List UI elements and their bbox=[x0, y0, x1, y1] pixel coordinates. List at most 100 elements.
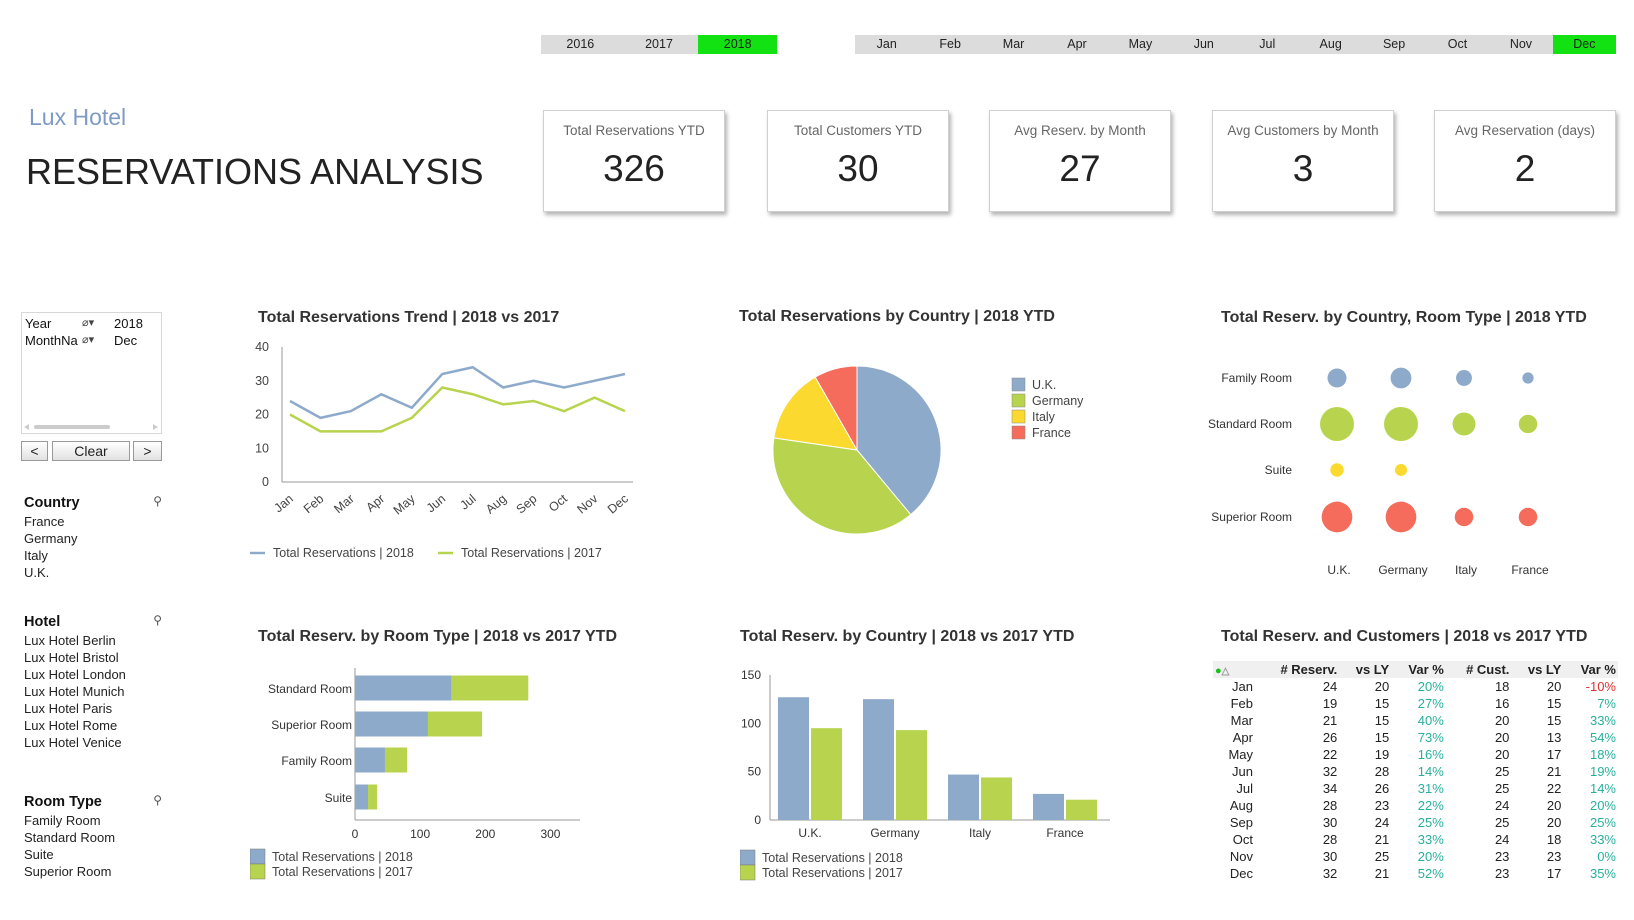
list-item[interactable]: Family Room bbox=[24, 813, 101, 828]
list-item[interactable]: Standard Room bbox=[24, 830, 116, 845]
table-cell: 27% bbox=[1417, 696, 1444, 711]
list-item[interactable]: Lux Hotel Paris bbox=[24, 701, 113, 716]
bubble-chart-country-room[interactable]: Family Room Standard Room Suite Superior Ro… bbox=[1200, 355, 1630, 585]
bar-segment bbox=[368, 784, 378, 810]
pie-chart-country[interactable]: U.K. Germany Italy France bbox=[770, 365, 1100, 555]
table-cell: 15 bbox=[1374, 713, 1390, 728]
bubble bbox=[1321, 501, 1353, 533]
bar-segment bbox=[355, 747, 385, 773]
list-item[interactable]: Lux Hotel Venice bbox=[24, 735, 122, 750]
y-tick-label: 30 bbox=[255, 374, 269, 388]
selection-value-year: 2018 bbox=[114, 316, 143, 331]
series-line-2017 bbox=[289, 386, 626, 433]
legend-label: Total Reservations | 2017 bbox=[272, 865, 413, 879]
bar-chart-country[interactable]: 0 50 100 150 U.K. Germany Italy France Total Res… bbox=[740, 660, 1120, 895]
y-tick-label: 40 bbox=[255, 340, 269, 354]
clear-field-icon[interactable]: ⌀▾ bbox=[82, 334, 95, 346]
year-filter[interactable]: 2016 2017 2018 bbox=[541, 35, 778, 54]
month-option-mar[interactable]: Mar bbox=[1002, 37, 1025, 51]
bar-chart-room-type[interactable]: Standard Room Superior Room Family Room Sui… bbox=[250, 660, 590, 895]
table-cell: 19 bbox=[1322, 696, 1338, 711]
y-category-label: Family Room bbox=[281, 754, 352, 768]
chart-title-roomtype: Total Reserv. by Room Type | 2018 vs 201… bbox=[258, 628, 617, 645]
table-cell: 25% bbox=[1417, 815, 1444, 830]
y-tick-label: 50 bbox=[748, 765, 762, 779]
month-option-jan[interactable]: Jan bbox=[876, 37, 897, 51]
kpi-label: Total Customers YTD bbox=[793, 123, 923, 138]
bubble bbox=[1390, 367, 1412, 389]
next-button[interactable]: > bbox=[133, 441, 162, 461]
month-option-aug[interactable]: Aug bbox=[1319, 37, 1342, 51]
list-item[interactable]: Lux Hotel London bbox=[24, 667, 126, 682]
list-item[interactable]: Lux Hotel Berlin bbox=[24, 633, 116, 648]
y-category-label: Standard Room bbox=[268, 682, 352, 696]
month-option-may[interactable]: May bbox=[1128, 37, 1153, 51]
year-option-2018[interactable]: 2018 bbox=[698, 35, 778, 54]
search-icon[interactable]: ⚲ bbox=[153, 613, 162, 627]
month-filter[interactable]: Jan Feb Mar Apr May Jun Jul Aug Sep Oct Nov Dec bbox=[855, 35, 1617, 54]
x-tick-label: Jan bbox=[271, 492, 295, 516]
column-header[interactable]: vs LY bbox=[1339, 661, 1392, 678]
column-header[interactable]: Var % bbox=[1391, 661, 1446, 678]
month-option-dec[interactable]: Dec bbox=[1552, 35, 1617, 54]
bar bbox=[896, 730, 927, 820]
search-icon[interactable]: ⚲ bbox=[153, 494, 162, 508]
prev-button[interactable]: < bbox=[21, 441, 48, 461]
column-header[interactable]: # Cust. bbox=[1445, 661, 1512, 678]
month-option-sep[interactable]: Sep bbox=[1382, 37, 1406, 51]
list-item[interactable]: Lux Hotel Munich bbox=[24, 684, 125, 699]
y-category-label: Suite bbox=[1265, 463, 1293, 477]
table-cell: 20 bbox=[1494, 713, 1510, 728]
table-cell: 7% bbox=[1597, 696, 1616, 711]
legend-label: U.K. bbox=[1032, 378, 1056, 392]
month-option-jun[interactable]: Jun bbox=[1193, 37, 1214, 51]
list-item[interactable]: U.K. bbox=[24, 565, 50, 580]
table-row: Mar 21 15 40% 20 15 33% bbox=[1213, 712, 1618, 729]
horizontal-scrollbar[interactable] bbox=[24, 424, 158, 430]
table-row: Feb 19 15 27% 16 15 7% bbox=[1213, 695, 1618, 712]
table-row: Oct 28 21 33% 24 18 33% bbox=[1213, 831, 1618, 848]
chart-title-trend: Total Reservations Trend | 2018 vs 2017 bbox=[258, 309, 560, 326]
line-chart-trend[interactable]: 0 10 20 30 40 Jan Feb Mar Apr May Jun Jul Aug Sep Oct N… bbox=[250, 340, 650, 580]
table-cell: 18 bbox=[1494, 679, 1510, 694]
x-category-label: U.K. bbox=[798, 826, 821, 840]
legend-swatch bbox=[740, 849, 756, 866]
legend-swatch bbox=[1011, 425, 1026, 440]
column-header[interactable]: vs LY bbox=[1511, 661, 1564, 678]
y-category-label: Standard Room bbox=[1208, 417, 1292, 431]
month-option-jul[interactable]: Jul bbox=[1259, 37, 1276, 51]
list-item[interactable]: Italy bbox=[24, 548, 48, 563]
list-item[interactable]: Lux Hotel Bristol bbox=[24, 650, 119, 665]
kpi-value: 2 bbox=[1514, 148, 1536, 189]
table-cell: 15 bbox=[1374, 696, 1390, 711]
column-header[interactable]: Var % bbox=[1563, 661, 1618, 678]
month-option-oct[interactable]: Oct bbox=[1447, 37, 1468, 51]
list-item[interactable]: Suite bbox=[24, 847, 54, 862]
clear-button[interactable]: Clear bbox=[52, 441, 130, 461]
year-option-2017[interactable]: 2017 bbox=[645, 37, 673, 51]
year-option-2016[interactable]: 2016 bbox=[566, 37, 595, 51]
bubble bbox=[1456, 370, 1472, 386]
scroll-thumb bbox=[34, 425, 110, 429]
column-header[interactable]: # Reserv. bbox=[1255, 661, 1340, 678]
table-cell: 24 bbox=[1494, 798, 1510, 813]
month-option-feb[interactable]: Feb bbox=[939, 37, 961, 51]
bar-segment bbox=[427, 711, 483, 737]
list-item[interactable]: Lux Hotel Rome bbox=[24, 718, 118, 733]
list-item[interactable]: France bbox=[24, 514, 65, 529]
list-item[interactable]: Superior Room bbox=[24, 864, 112, 879]
list-item[interactable]: Germany bbox=[24, 531, 78, 546]
row-month: Jul bbox=[1236, 781, 1253, 796]
clear-field-icon[interactable]: ⌀▾ bbox=[82, 317, 95, 329]
search-icon[interactable]: ⚲ bbox=[153, 793, 162, 807]
month-option-nov[interactable]: Nov bbox=[1509, 37, 1533, 51]
row-month: Sep bbox=[1229, 815, 1253, 830]
table-cell: 13 bbox=[1546, 730, 1562, 745]
y-tick-label: 100 bbox=[741, 716, 761, 730]
table-cell: 17 bbox=[1546, 866, 1562, 881]
legend-label: Total Reservations | 2018 bbox=[272, 850, 413, 864]
table-row: Dec 32 21 52% 23 17 35% bbox=[1213, 865, 1618, 882]
sort-indicator-icon[interactable]: ●△ bbox=[1213, 661, 1255, 678]
month-option-apr[interactable]: Apr bbox=[1067, 37, 1087, 51]
table-cell: 28 bbox=[1322, 832, 1338, 847]
